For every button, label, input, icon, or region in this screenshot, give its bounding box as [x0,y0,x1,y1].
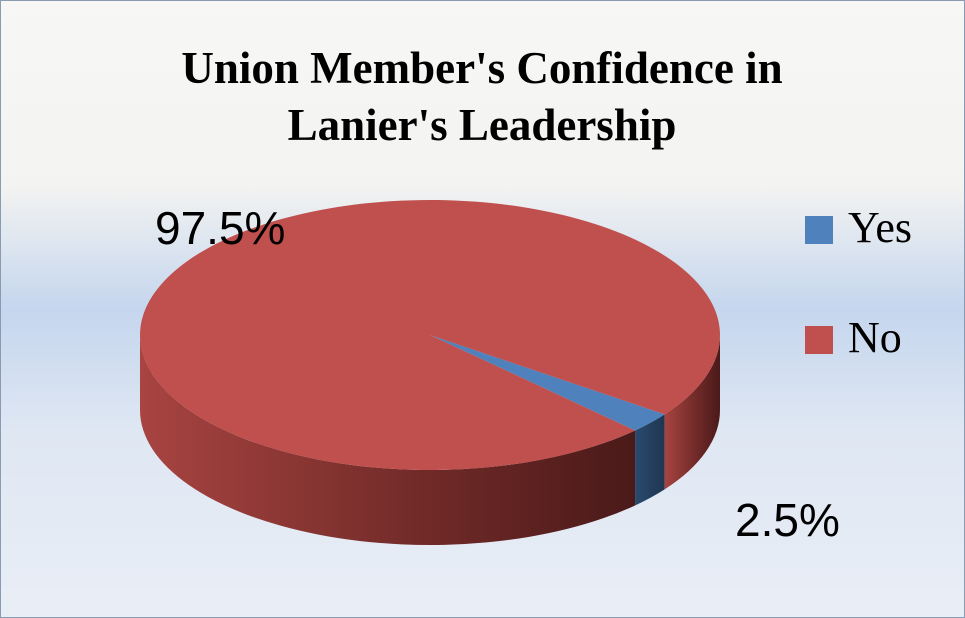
legend-label: No [848,313,902,362]
slice [140,199,721,470]
slice-side [664,335,720,490]
data-label: 2.5% [735,494,840,546]
legend-swatch [805,326,833,354]
slice [430,335,665,431]
legend-label: Yes [848,203,912,252]
legend-swatch [805,216,833,244]
slice-side [140,335,636,545]
slice-side [635,414,665,506]
data-label: 97.5% [155,202,285,254]
chart-title: Union Member's Confidence in Lanier's Le… [181,43,783,150]
